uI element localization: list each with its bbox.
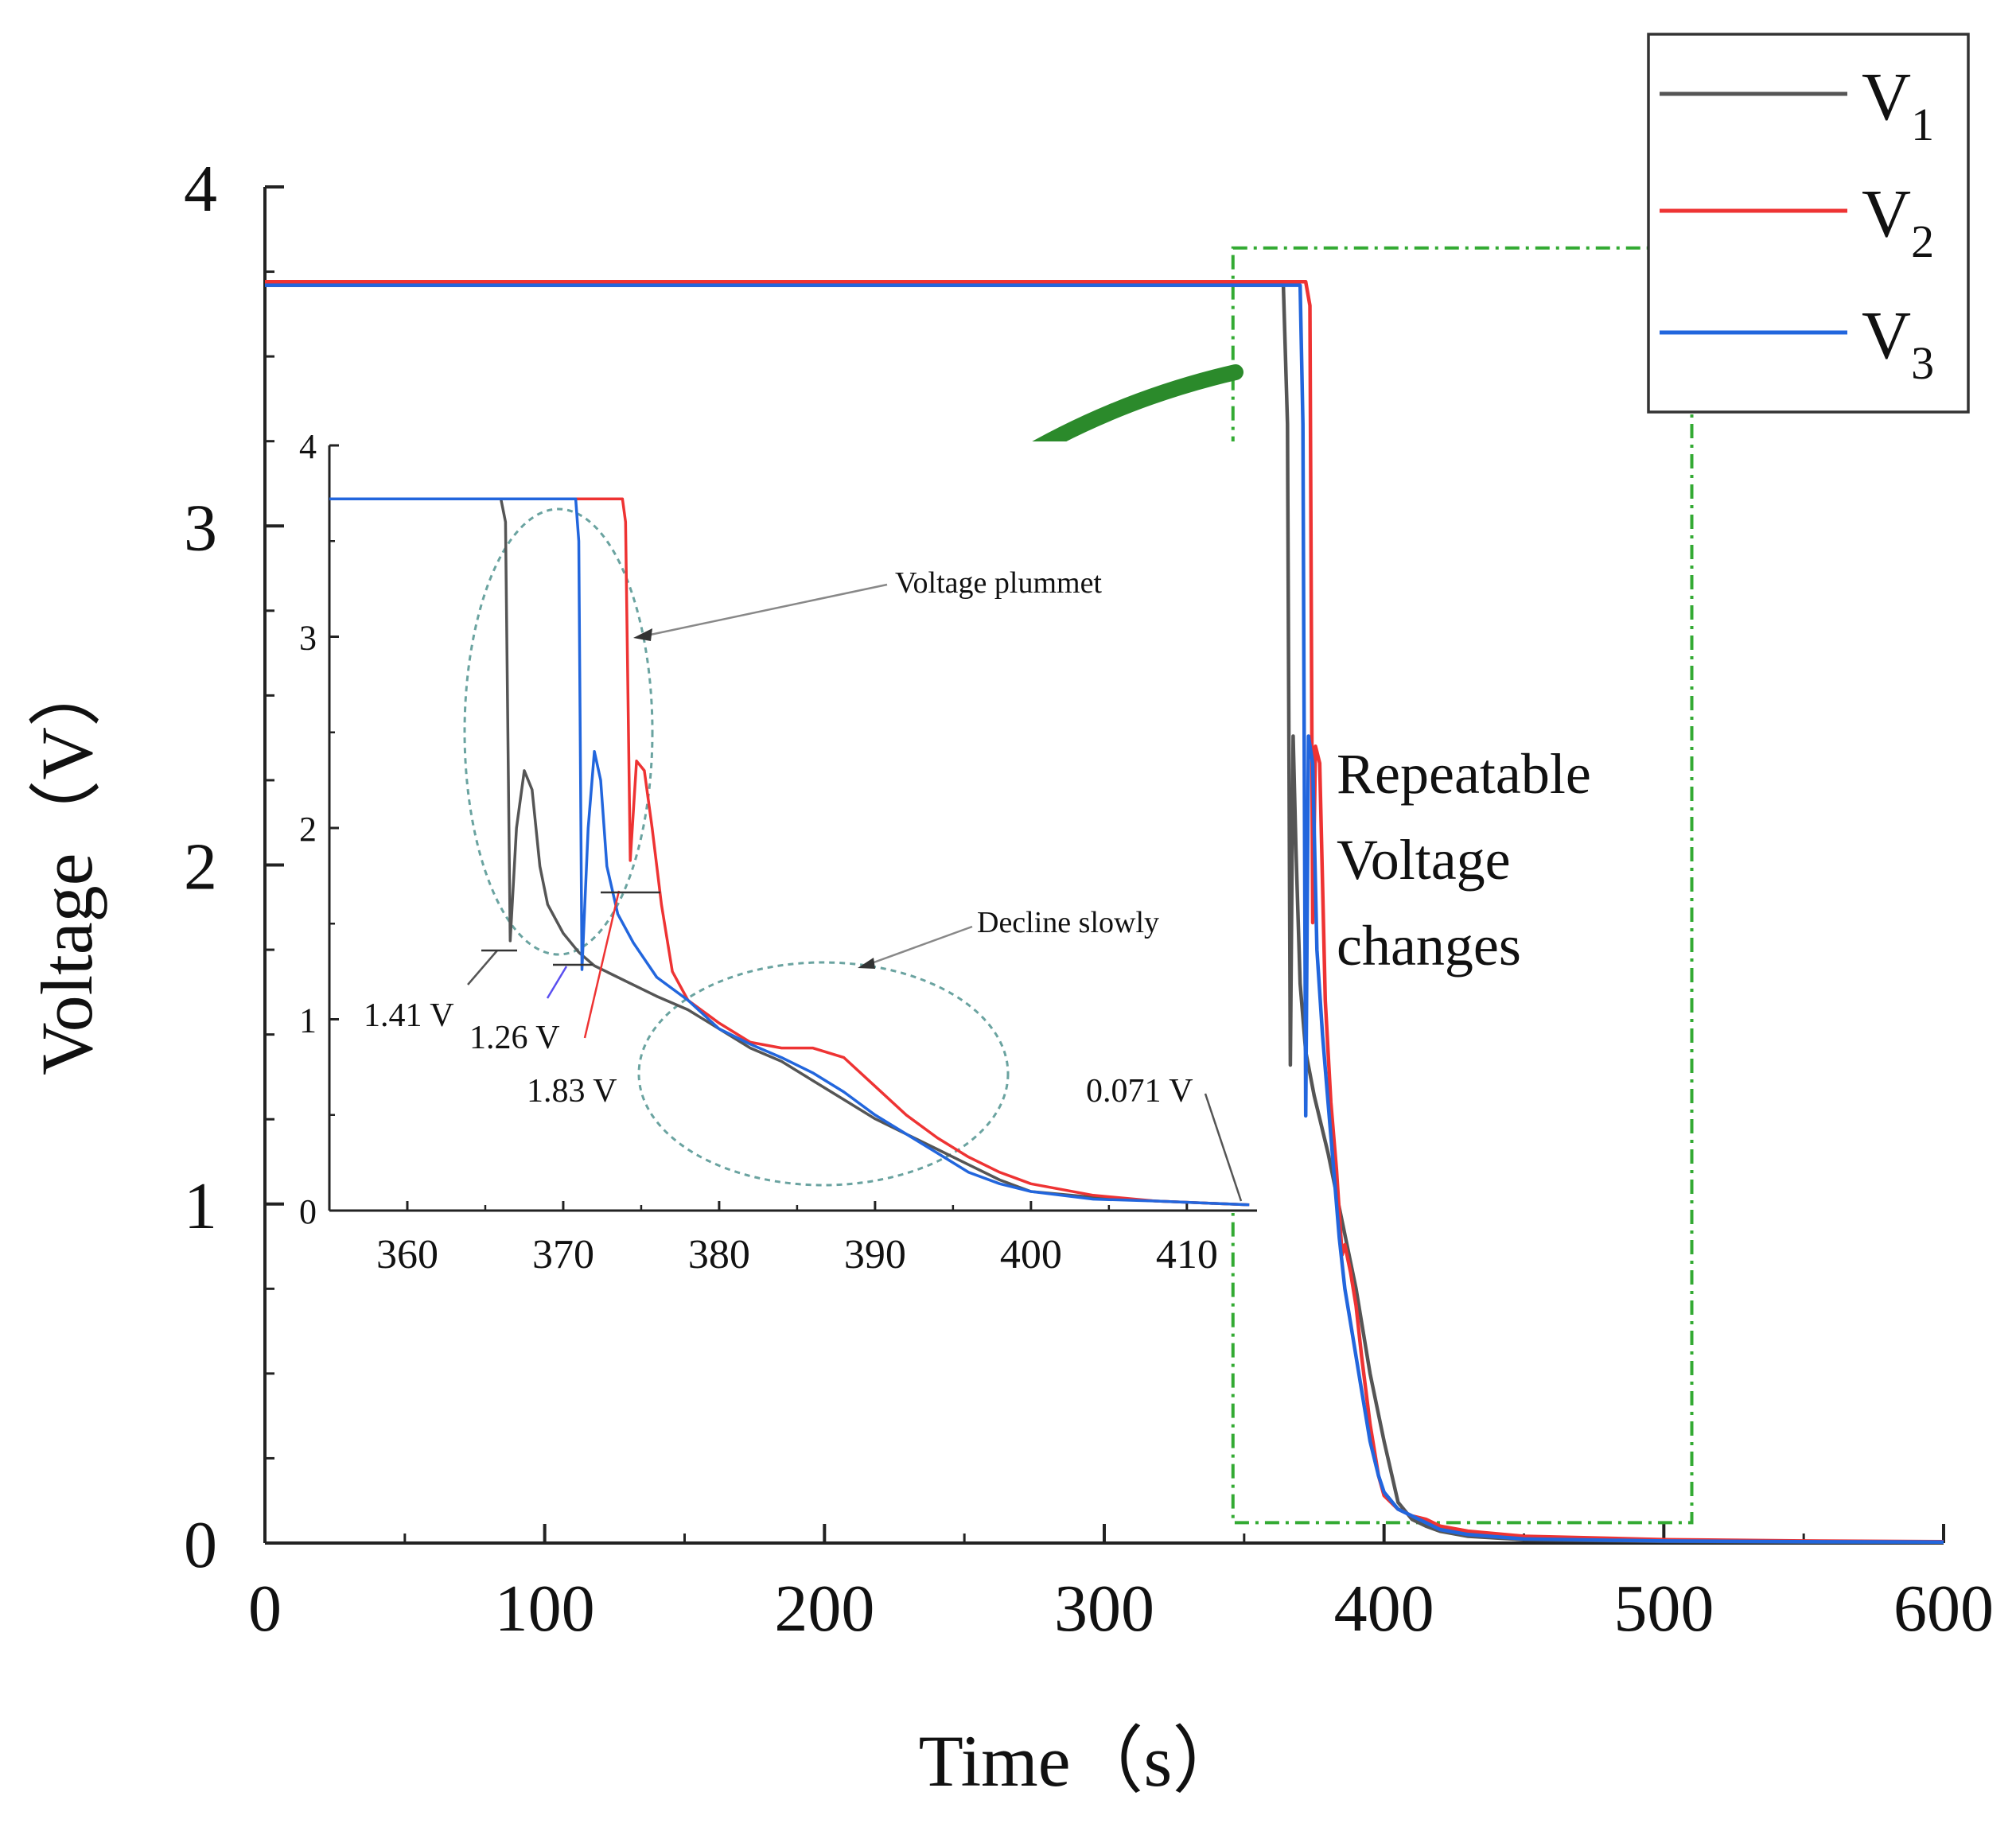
repeatable-annotation-line-2: Voltage (1337, 828, 1511, 892)
repeatable-annotation-line-1: Repeatable (1337, 742, 1591, 806)
inset-x-tick-label: 390 (844, 1232, 906, 1277)
highlight-box (1231, 246, 1694, 1525)
inset-series-v3 (329, 497, 1250, 1207)
main-x-tick-label: 400 (1334, 1572, 1434, 1646)
decline-ellipse (637, 961, 1010, 1187)
decline-arrowhead (858, 958, 875, 969)
main-y-tick-label: 2 (184, 830, 217, 904)
legend-box (1647, 33, 1970, 414)
main-x-tick-label: 200 (774, 1572, 874, 1646)
inset-y-ticks: 0 1 2 3 4 (299, 427, 339, 1231)
main-x-tick-label: 0 (248, 1572, 282, 1646)
inset-series-group (329, 497, 1250, 1207)
inset-x-tick-label: 360 (376, 1232, 438, 1277)
legend-label-v2: V2 (1862, 175, 1934, 267)
inset-x-tick-label: 400 (1000, 1232, 1062, 1277)
inset-y-tick-label: 1 (299, 1001, 317, 1040)
label-141-leader (467, 950, 498, 985)
inset-x-ticks: 360 370 380 390 400 410 (376, 1201, 1218, 1277)
main-x-tick-label: 500 (1613, 1572, 1714, 1646)
inset-chart: 360 370 380 390 400 410 0 1 2 3 4 Voltage plummet… (299, 427, 1259, 1277)
main-x-tick-label: 300 (1054, 1572, 1154, 1646)
legend-label-v1: V1 (1862, 58, 1934, 150)
inset-y-tick-label: 3 (299, 619, 317, 658)
inset-x-tick-label: 370 (532, 1232, 594, 1277)
decline-slowly-label: Decline slowly (977, 906, 1159, 939)
main-axes: 0 100 200 300 400 500 600 0 1 2 3 4 Time（s） Voltag… (26, 152, 1994, 1802)
repeatable-annotation-line-3: changes (1337, 914, 1521, 978)
inset-y-tick-label: 2 (299, 810, 317, 849)
voltage-plummet-label: Voltage plummet (895, 566, 1102, 600)
legend: V1 V2 V3 (1647, 33, 1970, 414)
main-x-tick-label: 600 (1893, 1572, 1994, 1646)
plummet-arrowhead (633, 628, 652, 641)
label-183-leader (583, 890, 621, 1039)
inset-series-v2 (329, 497, 1250, 1207)
inset-series-v1 (329, 497, 1250, 1207)
inset-x-tick-label: 380 (688, 1232, 750, 1277)
inset-y-tick-label: 4 (299, 427, 317, 466)
main-y-ticks: 0 1 2 3 4 (184, 152, 284, 1582)
main-x-ticks: 0 100 200 300 400 500 600 (248, 1524, 1994, 1646)
main-y-axis-title: Voltage（V） (26, 654, 107, 1075)
main-y-tick-label: 1 (184, 1169, 217, 1243)
main-x-tick-label: 100 (495, 1572, 595, 1646)
plummet-leader (642, 583, 888, 638)
main-x-axis-title: Time（s） (919, 1720, 1246, 1802)
main-y-tick-label: 0 (184, 1508, 217, 1582)
decline-leader (866, 925, 973, 966)
main-y-tick-label: 3 (184, 491, 217, 565)
inset-x-tick-label: 410 (1156, 1232, 1218, 1277)
label-0071-leader (1204, 1093, 1243, 1202)
main-y-tick-label: 4 (184, 152, 217, 226)
inset-y-tick-label: 0 (299, 1192, 317, 1231)
main-series-v3 (265, 283, 1944, 1544)
main-series-group (265, 280, 1944, 1545)
label-126v: 1.26 V (469, 1020, 560, 1056)
label-141v: 1.41 V (364, 997, 454, 1034)
label-183v: 1.83 V (527, 1073, 617, 1110)
plummet-ellipse (463, 507, 654, 956)
legend-label-v3: V3 (1862, 297, 1934, 389)
main-series-v2 (265, 280, 1944, 1544)
label-126-leader (546, 966, 568, 999)
label-0071v: 0.071 V (1086, 1073, 1193, 1110)
